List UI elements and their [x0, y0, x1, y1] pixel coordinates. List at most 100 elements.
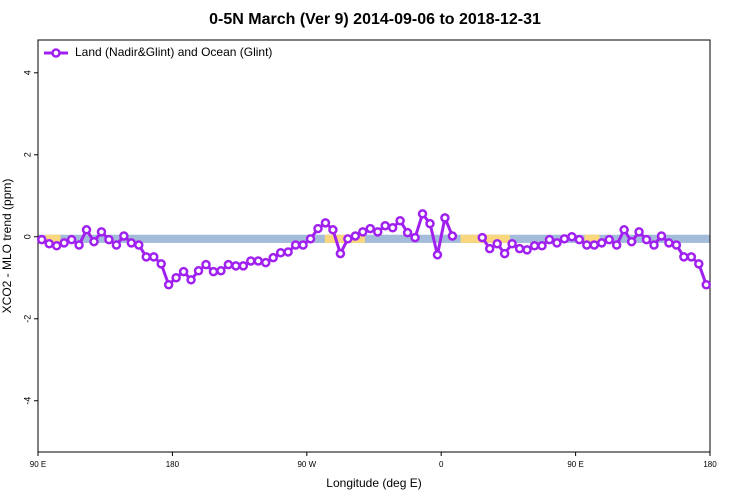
point	[350, 231, 361, 241]
point	[193, 266, 204, 276]
x-tick-label: 90 E	[567, 460, 583, 469]
point	[626, 236, 637, 247]
point	[358, 227, 368, 237]
point	[395, 216, 405, 226]
point	[59, 238, 69, 248]
point	[44, 238, 54, 249]
point	[671, 240, 682, 250]
point	[163, 279, 174, 290]
point	[328, 225, 338, 235]
point	[514, 243, 525, 254]
point	[417, 209, 428, 219]
highlight	[45, 234, 61, 243]
point	[664, 238, 674, 248]
point	[372, 227, 383, 237]
point	[74, 240, 84, 250]
x-tick-label: 90 W	[297, 460, 316, 469]
point	[201, 259, 211, 270]
point	[537, 241, 547, 251]
series-line	[41, 210, 708, 288]
point	[111, 240, 122, 250]
point	[66, 234, 77, 245]
point	[604, 234, 614, 245]
point	[559, 234, 570, 244]
point	[656, 231, 667, 241]
point	[178, 266, 189, 277]
point	[387, 223, 398, 233]
point	[253, 256, 264, 266]
point	[440, 213, 450, 223]
plot-frame	[37, 39, 711, 453]
x-tick-label: 90 E	[30, 460, 46, 469]
x-tick-label: 0	[439, 460, 444, 469]
point	[380, 220, 390, 231]
point	[186, 275, 196, 285]
y-tick-label: 2	[22, 152, 32, 157]
highlight	[584, 234, 600, 243]
point	[343, 234, 353, 244]
point	[634, 227, 644, 237]
point	[260, 257, 271, 268]
y-tick-label: 0	[22, 234, 32, 239]
point	[223, 259, 234, 270]
point	[89, 236, 99, 247]
point	[582, 240, 592, 250]
point	[51, 241, 62, 251]
point	[694, 259, 704, 269]
point	[134, 240, 144, 250]
point	[81, 225, 92, 235]
point	[484, 243, 495, 254]
point	[492, 238, 502, 249]
point	[522, 245, 532, 255]
legend-marker	[51, 48, 61, 58]
x-tick-label: 180	[703, 460, 717, 469]
point	[567, 232, 577, 242]
point	[141, 252, 152, 262]
point	[216, 266, 226, 276]
point	[552, 238, 562, 248]
point	[529, 241, 540, 251]
point	[701, 279, 712, 290]
point	[619, 225, 629, 235]
point	[402, 227, 413, 238]
point	[290, 240, 301, 250]
point	[507, 238, 517, 249]
point	[320, 218, 331, 228]
point	[36, 234, 47, 245]
y-axis-label: XCO2 - MLO trend (ppm)	[0, 179, 14, 314]
x-tick-label: 180	[166, 460, 180, 469]
point	[313, 223, 323, 234]
point	[649, 240, 659, 250]
band	[38, 234, 710, 243]
point	[432, 250, 443, 260]
point	[231, 261, 241, 271]
chart-title: 0-5N March (Ver 9) 2014-09-06 to 2018-12…	[209, 11, 541, 28]
point	[156, 259, 166, 269]
point	[96, 227, 107, 237]
point	[477, 232, 488, 243]
point	[447, 231, 458, 241]
point	[410, 232, 420, 243]
point	[544, 234, 555, 245]
point	[596, 238, 607, 248]
point	[641, 234, 652, 245]
point	[126, 238, 137, 248]
point	[275, 248, 286, 258]
y-tick-label: 4	[22, 70, 32, 75]
legend-label: Land (Nadir&Glint) and Ocean (Glint)	[75, 45, 272, 59]
point	[171, 273, 181, 283]
y-tick-label: -2	[22, 315, 32, 323]
point	[148, 252, 159, 262]
point	[305, 234, 316, 244]
point	[335, 248, 346, 259]
point	[611, 240, 622, 250]
point	[365, 223, 376, 234]
point	[238, 261, 249, 271]
point	[104, 234, 114, 245]
point	[589, 240, 600, 250]
point	[499, 248, 510, 259]
x-axis-label: Longitude (deg E)	[326, 476, 421, 490]
point	[425, 218, 435, 229]
point	[119, 231, 129, 241]
